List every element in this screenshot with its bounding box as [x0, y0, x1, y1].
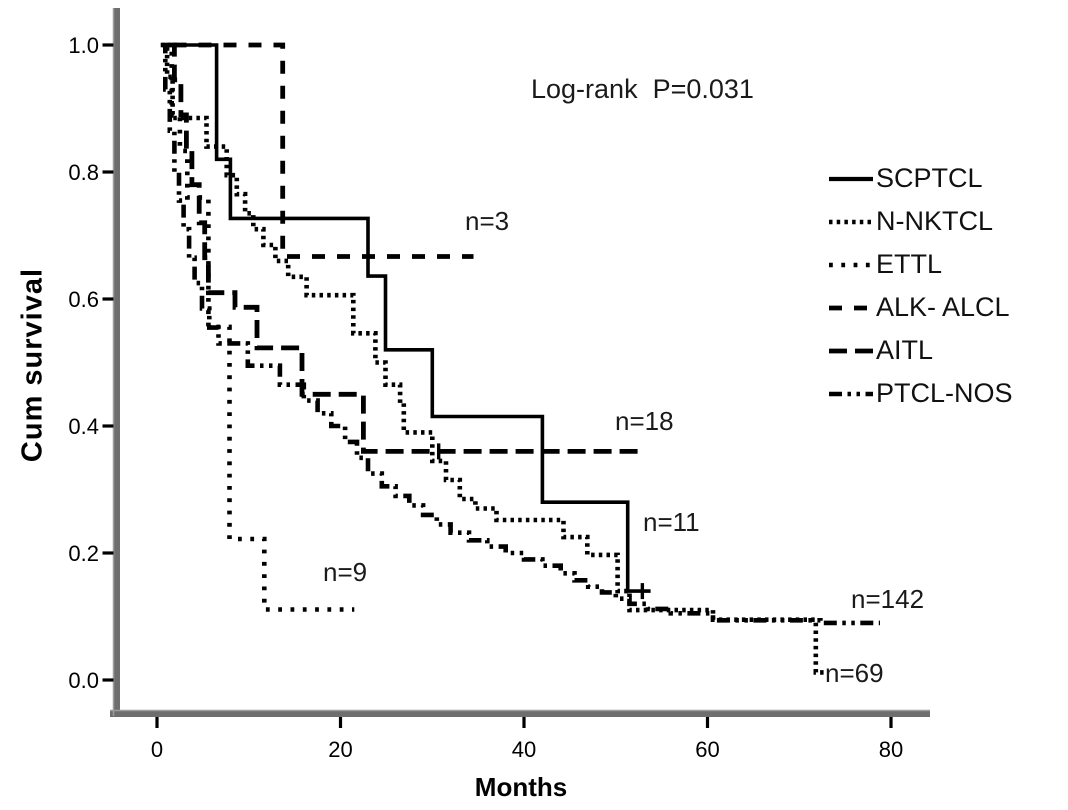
legend-label: ALK- ALCL	[876, 292, 1010, 322]
y-axis-bar	[113, 8, 120, 717]
n-count-annotation: n=9	[323, 557, 368, 587]
legend-label: AITL	[876, 335, 934, 365]
legend-label: PTCL-NOS	[876, 378, 1013, 408]
legend-line-sample	[829, 348, 873, 353]
x-axis-bar	[110, 710, 930, 717]
legend-item-scptcl: SCPTCL	[828, 157, 1013, 200]
series-line-n-nktcl	[161, 42, 829, 675]
legend-line-sample	[829, 391, 873, 396]
log-rank-p-annotation: Log-rank P=0.031	[531, 74, 754, 104]
legend-label: SCPTCL	[876, 163, 983, 193]
series-line-ettl	[166, 42, 355, 612]
x-axis-title: Months	[474, 772, 568, 802]
x-tick-label: 80	[879, 737, 903, 762]
x-tick-label: 40	[512, 737, 536, 762]
x-tick-label: 0	[151, 737, 163, 762]
legend: SCPTCL N-NKTCL ETTL ALK- ALCL AITL PTCL-NOS	[828, 157, 1013, 415]
n-count-annotation: n=18	[615, 406, 674, 436]
series-line-alk-alcl	[173, 42, 474, 259]
n-count-annotation: n=11	[643, 507, 700, 537]
y-tick-label: 0.2	[68, 541, 99, 566]
legend-item-n-nktcl: N-NKTCL	[828, 200, 1013, 243]
y-tick-label: 1.0	[68, 33, 99, 58]
x-tick-label: 20	[328, 737, 352, 762]
legend-item-ettl: ETTL	[828, 243, 1013, 286]
y-tick-label: 0.4	[68, 414, 99, 439]
legend-line-sample	[829, 219, 873, 224]
n-count-annotation: n=142	[851, 584, 925, 614]
n-count-annotation: n=69	[825, 658, 884, 688]
legend-line-sample	[829, 262, 873, 267]
series-line-aitl	[168, 42, 638, 454]
legend-label: ETTL	[876, 249, 943, 279]
legend-item-alk-alcl: ALK- ALCL	[828, 286, 1013, 329]
legend-item-aitl: AITL	[828, 329, 1013, 372]
y-axis-title: Cum survival	[16, 267, 49, 463]
y-tick-label: 0.0	[68, 668, 99, 693]
legend-item-ptcl-nos: PTCL-NOS	[828, 372, 1013, 415]
series-line-ptcl-nos	[160, 42, 880, 626]
x-tick-label: 60	[695, 737, 719, 762]
n-count-annotation: n=3	[465, 206, 510, 236]
y-tick-label: 0.6	[68, 287, 99, 312]
y-tick-label: 0.8	[68, 160, 99, 185]
legend-line-sample	[829, 176, 873, 181]
legend-label: N-NKTCL	[876, 206, 994, 236]
series-line-scptcl	[162, 43, 651, 593]
legend-line-sample	[829, 305, 873, 310]
